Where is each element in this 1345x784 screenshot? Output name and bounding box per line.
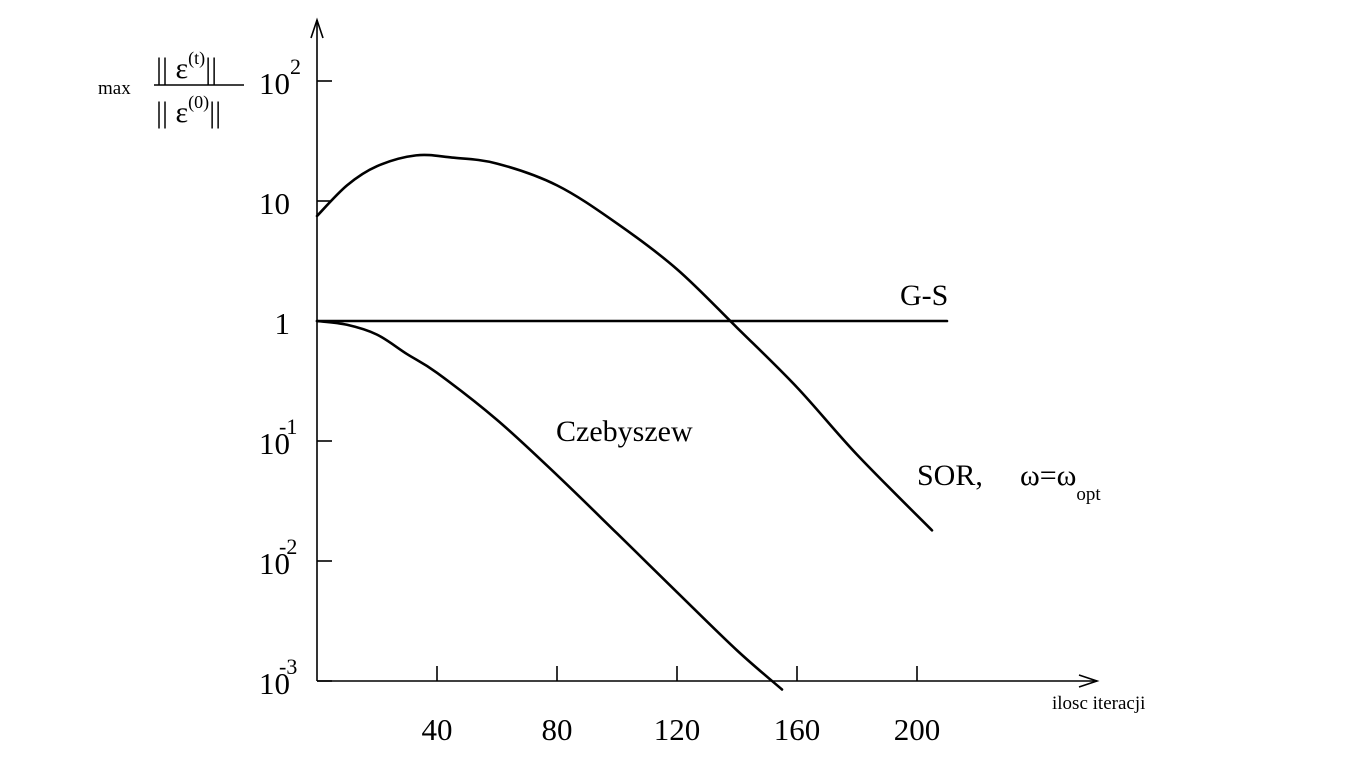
series-label-czebyszew: Czebyszew [556,415,693,448]
y-label-denominator: || ε(0)|| [156,92,221,129]
y-axis-arrow [310,17,324,39]
series-lines [315,153,949,691]
sor-name: SOR [917,459,975,492]
sor-omega: ω=ω [1020,459,1076,492]
y-tick-label-3: 1 [275,306,291,341]
y-tick-label-4: 10 [259,186,290,221]
y-label-max: max [98,78,131,99]
x-ticks: 40 80 120 160 200 [422,666,941,747]
y-tick-label-2: 10 [259,426,290,461]
y-axis-label: max || ε(t)|| || ε(0)|| [98,48,244,129]
x-axis-arrow [1078,674,1100,688]
y-tick-exponent-1: -2 [279,534,297,559]
x-tick-label-80: 80 [542,712,573,747]
x-axis-label: ilosc iteracji [1052,693,1145,714]
y-tick-label-0: 10 [259,666,290,701]
y-tick-exponent-0: -3 [279,654,297,679]
y-label-den-end: || [209,96,221,129]
y-label-num-sup: (t) [188,48,205,69]
sor-opt-subscript: opt [1076,484,1101,505]
y-label-numerator: || ε(t)|| [156,48,217,85]
y-tick-label-5: 10 [259,66,290,101]
series-label-gs: G-S [900,279,948,312]
y-label-den-sup: (0) [188,92,209,113]
series-label-sor: SOR, ω=ωopt [917,459,1101,505]
series-line-czebyszew [315,319,784,691]
y-tick-exponent-2: -1 [279,414,297,439]
series-line-sor [315,153,934,532]
y-tick-exponent-5: 2 [290,54,301,79]
y-tick-label-1: 10 [259,546,290,581]
x-tick-label-120: 120 [654,712,701,747]
sor-comma: , [975,459,983,492]
y-label-num-end: || [205,52,217,85]
x-tick-label-200: 200 [894,712,941,747]
series-labels: G-S Czebyszew SOR, ω=ωopt [556,279,1101,505]
x-tick-label-40: 40 [422,712,453,747]
y-label-num-eps: || ε [156,52,188,85]
x-tick-label-160: 160 [774,712,821,747]
chart-axes [310,17,1100,688]
y-label-den-eps: || ε [156,96,188,129]
